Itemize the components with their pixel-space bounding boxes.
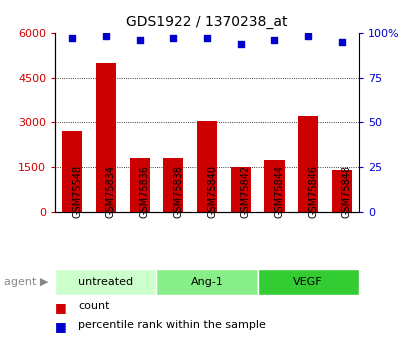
Text: ■: ■ xyxy=(55,301,67,314)
Text: GSM75836: GSM75836 xyxy=(139,165,149,218)
Text: agent ▶: agent ▶ xyxy=(4,277,48,287)
Text: GSM75548: GSM75548 xyxy=(72,165,82,218)
Point xyxy=(69,36,75,41)
Bar xyxy=(196,121,217,212)
Text: GSM75838: GSM75838 xyxy=(173,165,183,218)
Point xyxy=(203,36,210,41)
Text: GSM75834: GSM75834 xyxy=(106,165,116,218)
Text: VEGF: VEGF xyxy=(293,277,322,287)
Text: percentile rank within the sample: percentile rank within the sample xyxy=(78,320,265,330)
Bar xyxy=(156,269,257,295)
Text: GSM75842: GSM75842 xyxy=(240,165,250,218)
Bar xyxy=(163,158,183,212)
Bar xyxy=(331,170,351,212)
Text: ■: ■ xyxy=(55,320,67,333)
Point xyxy=(136,37,143,43)
Text: untreated: untreated xyxy=(78,277,133,287)
Bar xyxy=(264,160,284,212)
Point xyxy=(237,41,243,46)
Text: GSM75840: GSM75840 xyxy=(207,165,216,218)
Title: GDS1922 / 1370238_at: GDS1922 / 1370238_at xyxy=(126,15,287,29)
Text: Ang-1: Ang-1 xyxy=(190,277,223,287)
Point xyxy=(170,36,176,41)
Point xyxy=(270,37,277,43)
Bar xyxy=(257,269,358,295)
Point xyxy=(304,33,311,39)
Text: GSM75848: GSM75848 xyxy=(341,165,351,218)
Bar xyxy=(62,131,82,212)
Point xyxy=(102,33,109,39)
Bar xyxy=(129,158,149,212)
Bar xyxy=(96,63,116,212)
Bar xyxy=(297,117,317,212)
Bar xyxy=(55,269,156,295)
Text: GSM75844: GSM75844 xyxy=(274,165,284,218)
Text: count: count xyxy=(78,301,109,311)
Bar xyxy=(230,167,250,212)
Point xyxy=(338,39,344,45)
Text: GSM75846: GSM75846 xyxy=(308,165,317,218)
